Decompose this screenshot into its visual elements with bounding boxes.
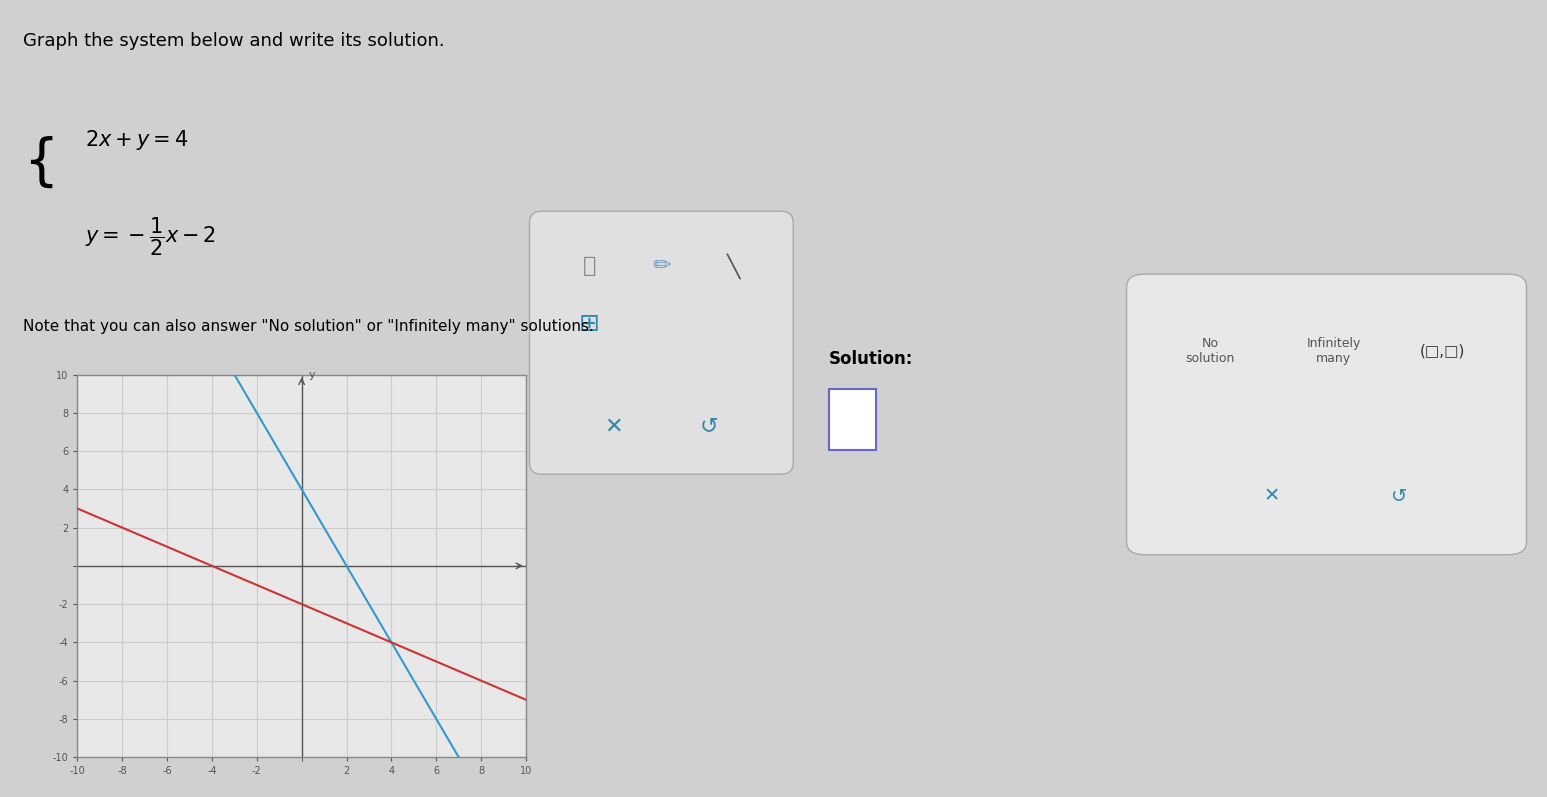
Text: ⊞: ⊞ bbox=[579, 312, 600, 336]
Text: Graph the system below and write its solution.: Graph the system below and write its sol… bbox=[23, 32, 446, 50]
Text: y: y bbox=[308, 370, 316, 379]
Text: {: { bbox=[23, 135, 59, 190]
Text: No
solution: No solution bbox=[1185, 336, 1235, 365]
Text: Solution:: Solution: bbox=[829, 351, 914, 368]
Text: (□,□): (□,□) bbox=[1420, 344, 1465, 358]
Text: ↺: ↺ bbox=[699, 416, 719, 437]
Text: Note that you can also answer "No solution" or "Infinitely many" solutions.: Note that you can also answer "No soluti… bbox=[23, 319, 594, 334]
Text: ✏: ✏ bbox=[651, 256, 671, 277]
Text: ⬜: ⬜ bbox=[583, 256, 596, 277]
Text: ╲: ╲ bbox=[727, 253, 739, 279]
Text: ↺: ↺ bbox=[1391, 486, 1408, 505]
FancyBboxPatch shape bbox=[529, 211, 794, 474]
FancyBboxPatch shape bbox=[829, 389, 876, 450]
Text: ✕: ✕ bbox=[1264, 486, 1281, 505]
Text: $y = -\dfrac{1}{2}x - 2$: $y = -\dfrac{1}{2}x - 2$ bbox=[85, 215, 217, 257]
FancyBboxPatch shape bbox=[1126, 274, 1527, 555]
Text: $2x + y = 4$: $2x + y = 4$ bbox=[85, 128, 189, 151]
Text: ✕: ✕ bbox=[603, 416, 623, 437]
Text: Infinitely
many: Infinitely many bbox=[1307, 336, 1361, 365]
